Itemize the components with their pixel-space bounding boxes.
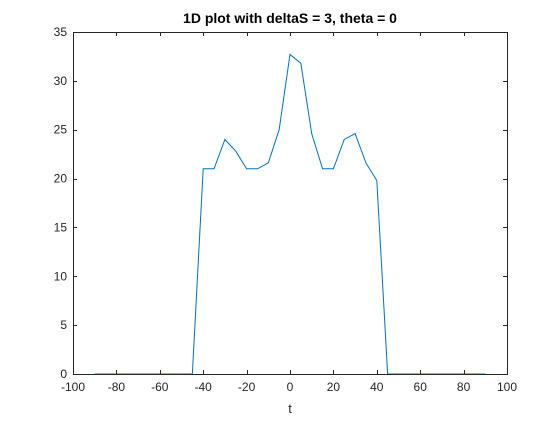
x-axis-title: t xyxy=(288,401,292,416)
y-tick-label: 5 xyxy=(60,318,67,332)
x-tick-label: -80 xyxy=(108,380,126,394)
x-tick-label: 20 xyxy=(327,380,341,394)
x-tick-label: 60 xyxy=(414,380,428,394)
x-tick-label: -100 xyxy=(61,380,85,394)
ticks-layer: -100 -80 -60 -40 -20 0 20 40 60 80 100 0 5 10 15 20 25 30… xyxy=(54,25,518,394)
x-tick-label: -60 xyxy=(151,380,169,394)
x-tick-label: 0 xyxy=(287,380,294,394)
plot-area xyxy=(73,32,507,374)
x-tick-label: -20 xyxy=(238,380,256,394)
x-tick-label: 80 xyxy=(457,380,471,394)
chart-title: 1D plot with deltaS = 3, theta = 0 xyxy=(183,10,397,26)
y-tick-label: 30 xyxy=(54,74,68,88)
y-tick-label: 20 xyxy=(54,172,68,186)
y-tick-label: 0 xyxy=(60,367,67,381)
y-tick-label: 35 xyxy=(54,25,68,39)
x-tick-label: -40 xyxy=(195,380,213,394)
y-tick-label: 10 xyxy=(54,269,68,283)
x-tick-label: 40 xyxy=(370,380,384,394)
x-tick-label: 100 xyxy=(497,380,517,394)
y-tick-label: 15 xyxy=(54,220,68,234)
y-tick-label: 25 xyxy=(54,123,68,137)
